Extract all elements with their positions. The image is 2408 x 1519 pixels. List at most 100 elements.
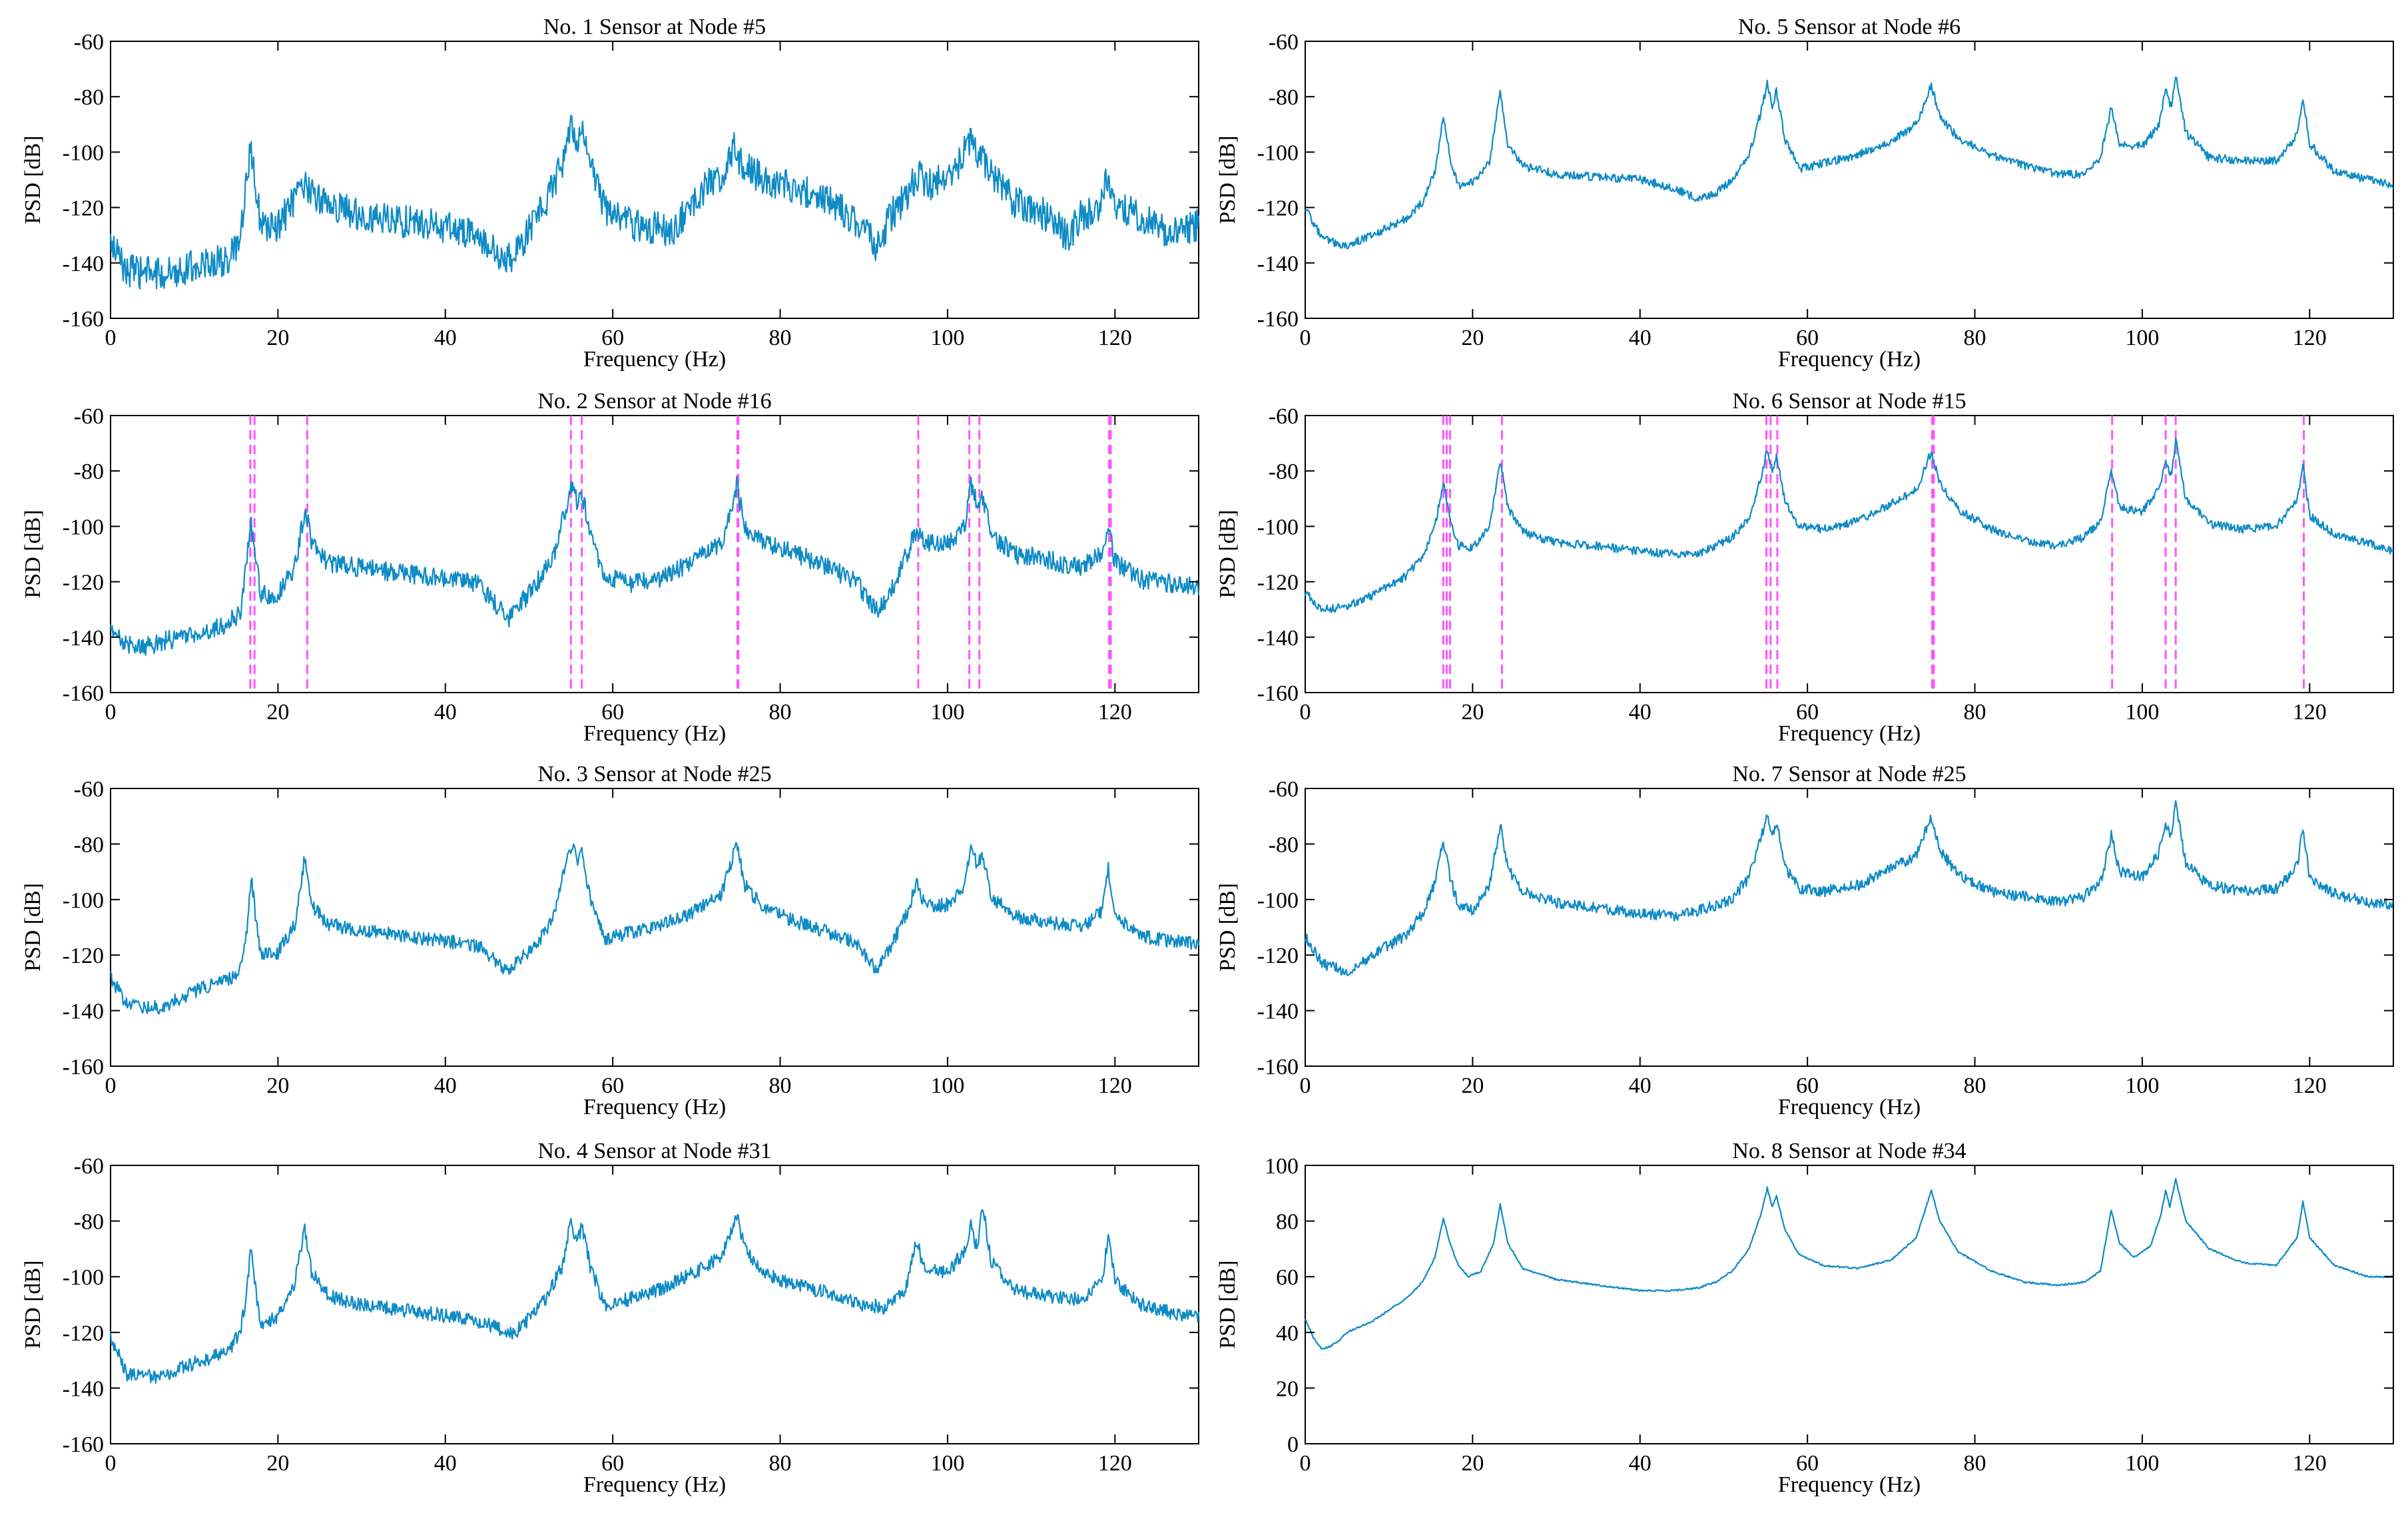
x-tick-label: 80 <box>769 326 792 350</box>
y-tick-label: -160 <box>1257 681 1299 706</box>
plot-frame <box>110 1165 1199 1444</box>
x-tick-label: 60 <box>601 1451 624 1476</box>
x-axis-label: Frequency (Hz) <box>1778 1472 1921 1497</box>
y-tick-label: 60 <box>1276 1265 1299 1290</box>
x-tick-label: 80 <box>1964 1451 1986 1476</box>
y-tick-label: 0 <box>1287 1432 1299 1457</box>
y-axis-label: PSD [dB] <box>1215 883 1240 972</box>
y-tick-label: -160 <box>63 307 104 332</box>
x-tick-label: 0 <box>105 1451 117 1476</box>
x-tick-label: 40 <box>1629 1073 1652 1098</box>
x-tick-label: 100 <box>2125 1451 2159 1476</box>
psd-panel: 0 20 40 60 80 100 120 -160 -140 -120 -100 -80 -60 No.… <box>21 1139 1200 1497</box>
y-tick-label: -120 <box>63 571 104 595</box>
y-tick-label: -100 <box>63 1265 104 1290</box>
y-axis-label: PSD [dB] <box>1215 1260 1240 1349</box>
x-tick-label: 60 <box>1796 1451 1819 1476</box>
psd-panel: 0 20 40 60 80 100 120 -160 -140 -120 -100 -80 -60 No.… <box>21 389 1200 746</box>
x-tick-label: 20 <box>1461 1073 1484 1098</box>
x-tick-label: 100 <box>930 700 964 725</box>
x-tick-label: 80 <box>1964 326 1986 350</box>
y-tick-label: -120 <box>1257 571 1299 595</box>
x-tick-label: 60 <box>1796 326 1819 350</box>
x-tick-label: 80 <box>769 1073 792 1098</box>
psd-series-line <box>1304 438 2394 613</box>
psd-series-line <box>109 475 1200 656</box>
panel-title: No. 7 Sensor at Node #25 <box>1732 762 1966 786</box>
psd-series-line <box>1305 76 2394 250</box>
y-tick-label: -140 <box>1257 252 1299 276</box>
x-tick-label: 20 <box>1461 1451 1484 1476</box>
x-tick-label: 60 <box>601 700 624 725</box>
psd-series-line <box>109 842 1200 1015</box>
y-tick-label: -140 <box>1257 1000 1299 1024</box>
y-tick-label: -140 <box>63 1000 104 1024</box>
y-tick-label: -100 <box>1257 515 1299 539</box>
y-tick-label: -160 <box>63 1432 104 1457</box>
plot-frame <box>1305 415 2394 693</box>
x-tick-label: 40 <box>434 1073 457 1098</box>
x-tick-label: 120 <box>1098 1073 1132 1098</box>
y-tick-label: 100 <box>1265 1154 1299 1179</box>
x-tick-label: 60 <box>601 326 624 350</box>
x-tick-label: 40 <box>1629 700 1652 725</box>
y-tick-label: -140 <box>63 626 104 651</box>
panel-title: No. 2 Sensor at Node #16 <box>537 389 771 414</box>
x-tick-label: 100 <box>2125 1073 2159 1098</box>
y-tick-label: -140 <box>1257 626 1299 651</box>
x-tick-label: 120 <box>2293 1073 2327 1098</box>
y-tick-label: -80 <box>74 85 104 110</box>
x-axis-label: Frequency (Hz) <box>583 347 726 372</box>
x-tick-label: 60 <box>601 1073 624 1098</box>
x-axis-label: Frequency (Hz) <box>1778 1095 1921 1119</box>
y-tick-label: -60 <box>1269 777 1299 802</box>
panel-title: No. 5 Sensor at Node #6 <box>1738 15 1960 39</box>
x-axis-label: Frequency (Hz) <box>583 1095 726 1119</box>
x-tick-label: 120 <box>2293 326 2327 350</box>
y-tick-label: -160 <box>1257 1055 1299 1079</box>
x-tick-label: 60 <box>1796 700 1819 725</box>
x-tick-label: 80 <box>1964 1073 1986 1098</box>
y-tick-label: -80 <box>74 459 104 484</box>
plot-frame <box>1305 1165 2394 1444</box>
x-tick-label: 120 <box>2293 700 2327 725</box>
y-tick-label: -120 <box>63 1321 104 1346</box>
x-tick-label: 20 <box>266 326 289 350</box>
psd-panel: 0 20 40 60 80 100 120 -160 -140 -120 -100 -80 -60 No.… <box>1215 15 2394 372</box>
y-tick-label: -160 <box>1257 307 1299 332</box>
y-tick-label: -80 <box>1269 832 1299 857</box>
y-tick-label: -60 <box>74 777 104 802</box>
x-tick-label: 80 <box>769 1451 792 1476</box>
x-tick-label: 100 <box>930 1073 964 1098</box>
psd-panel: 0 20 40 60 80 100 120 -160 -140 -120 -100 -80 -60 No.… <box>21 762 1200 1119</box>
y-axis-label: PSD [dB] <box>21 1260 45 1349</box>
y-tick-label: -60 <box>1269 404 1299 429</box>
y-tick-label: -100 <box>63 515 104 539</box>
y-tick-label: -140 <box>63 1376 104 1401</box>
x-tick-label: 40 <box>434 700 457 725</box>
x-tick-label: 100 <box>2125 326 2159 350</box>
x-tick-label: 0 <box>1300 700 1311 725</box>
psd-series-line <box>1304 1177 2394 1350</box>
panel-title: No. 3 Sensor at Node #25 <box>537 762 771 786</box>
x-tick-label: 20 <box>1461 326 1484 350</box>
psd-panel: 0 20 40 60 80 100 120 -160 -140 -120 -100 -80 -60 No.… <box>1215 762 2394 1119</box>
panel-title: No. 4 Sensor at Node #31 <box>537 1139 771 1163</box>
y-tick-label: 80 <box>1276 1210 1299 1235</box>
y-tick-label: -120 <box>63 944 104 968</box>
psd-panel: 0 20 40 60 80 100 120 0 20 40 60 80 100 No. 8 Sensor … <box>1215 1139 2394 1497</box>
x-axis-label: Frequency (Hz) <box>583 1472 726 1497</box>
y-tick-label: -100 <box>63 888 104 913</box>
psd-series-line <box>109 115 1200 290</box>
panel-title: No. 1 Sensor at Node #5 <box>543 15 766 39</box>
y-tick-label: -80 <box>1269 85 1299 110</box>
plot-frame <box>1305 41 2394 319</box>
x-tick-label: 120 <box>1098 1451 1132 1476</box>
x-tick-label: 0 <box>1300 326 1311 350</box>
x-tick-label: 100 <box>930 1451 964 1476</box>
x-tick-label: 120 <box>2293 1451 2327 1476</box>
plot-frame <box>110 41 1199 319</box>
y-tick-label: -80 <box>74 832 104 857</box>
y-tick-label: -80 <box>74 1210 104 1235</box>
y-axis-label: PSD [dB] <box>21 135 45 224</box>
